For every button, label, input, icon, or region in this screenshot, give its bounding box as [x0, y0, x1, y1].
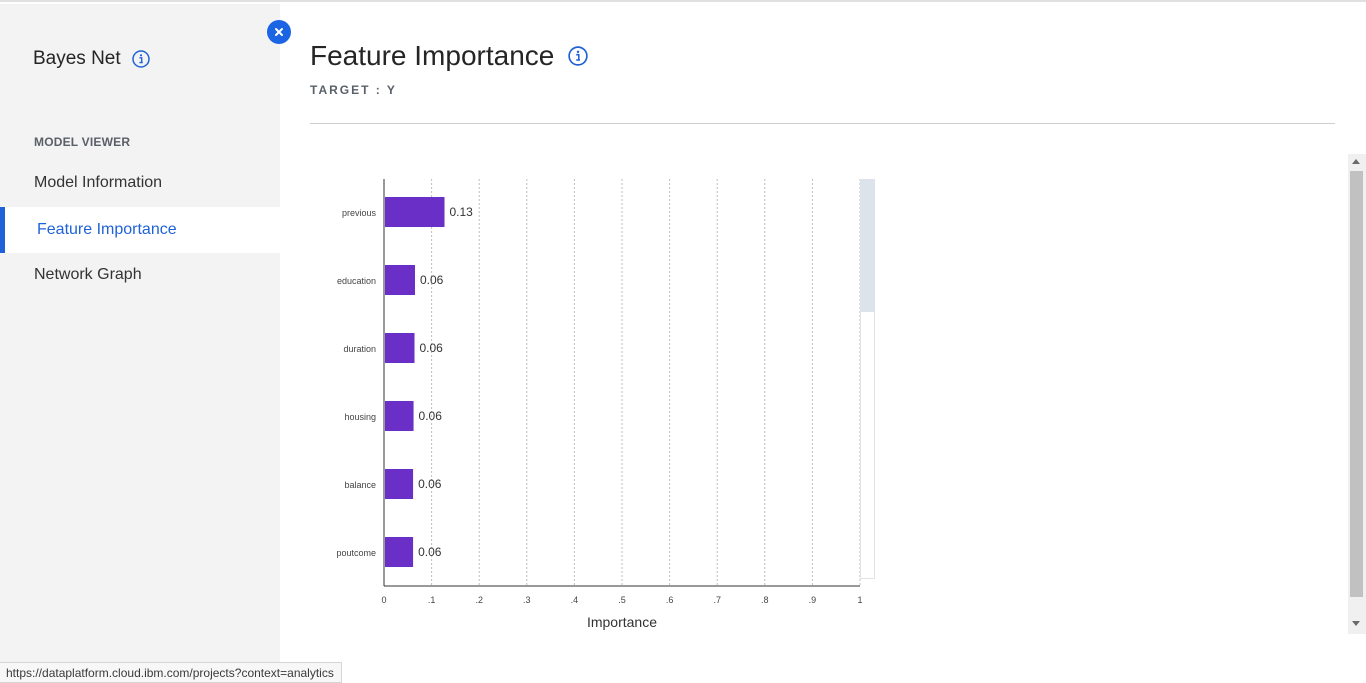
bar — [385, 333, 415, 363]
category-label: housing — [344, 412, 376, 422]
x-tick-label: .4 — [571, 595, 579, 605]
model-viewer-label: MODEL VIEWER — [34, 135, 131, 149]
scroll-up-arrow-icon[interactable] — [1352, 159, 1360, 164]
page-title: Feature Importance — [310, 40, 589, 72]
x-tick-label: .2 — [475, 595, 483, 605]
x-axis-title: Importance — [587, 614, 657, 630]
bar — [385, 469, 414, 499]
x-tick-label: .3 — [523, 595, 531, 605]
x-tick-label: .1 — [428, 595, 436, 605]
value-label: 0.06 — [418, 545, 442, 559]
bar — [385, 401, 414, 431]
sidebar-title-text: Bayes Net — [33, 48, 121, 69]
header-divider — [310, 123, 1335, 124]
close-icon — [275, 28, 283, 36]
bar — [385, 265, 415, 295]
bar — [385, 537, 414, 567]
value-label: 0.06 — [420, 341, 444, 355]
value-label: 0.13 — [450, 205, 474, 219]
x-tick-label: .6 — [666, 595, 674, 605]
category-label: poutcome — [336, 548, 376, 558]
sidebar-item-feature-importance[interactable]: Feature Importance — [0, 207, 280, 253]
category-label: education — [337, 276, 376, 286]
page-scrollbar-thumb[interactable] — [1350, 171, 1363, 597]
sidebar-item-label: Network Graph — [34, 266, 142, 283]
info-icon[interactable] — [568, 46, 589, 66]
x-tick-label: .7 — [713, 595, 721, 605]
info-icon[interactable] — [131, 50, 150, 68]
sidebar-title: Bayes Net — [33, 48, 150, 70]
category-label: previous — [342, 208, 377, 218]
sidebar-item-label: Model Information — [34, 174, 163, 191]
x-tick-label: .8 — [761, 595, 769, 605]
x-tick-label: 1 — [857, 595, 862, 605]
close-sidebar-button[interactable] — [267, 20, 291, 44]
target-label: TARGET : Y — [310, 83, 397, 97]
sidebar-item-label: Feature Importance — [37, 221, 177, 238]
feature-importance-chart: 0 .1 .2 .3 .4 .5 .6 .7 .8 .9 1 Importance previous 0.… — [336, 179, 863, 630]
status-bar-url: https://dataplatform.cloud.ibm.com/proje… — [0, 662, 342, 683]
category-label: duration — [343, 344, 376, 354]
x-tick-label: .5 — [618, 595, 626, 605]
sidebar-item-network-graph[interactable]: Network Graph — [0, 252, 280, 298]
scroll-down-arrow-icon[interactable] — [1352, 621, 1360, 626]
page-title-text: Feature Importance — [310, 40, 555, 71]
value-label: 0.06 — [418, 477, 442, 491]
sidebar: Bayes Net MODEL VIEWER Model Information… — [0, 4, 280, 683]
x-tick-label: 0 — [381, 595, 386, 605]
bar — [385, 197, 445, 227]
value-label: 0.06 — [419, 409, 443, 423]
sidebar-item-model-information[interactable]: Model Information — [0, 160, 280, 206]
value-label: 0.06 — [420, 273, 444, 287]
chart-scrollbar-thumb[interactable] — [860, 179, 875, 312]
category-label: balance — [344, 480, 376, 490]
x-tick-label: .9 — [809, 595, 817, 605]
